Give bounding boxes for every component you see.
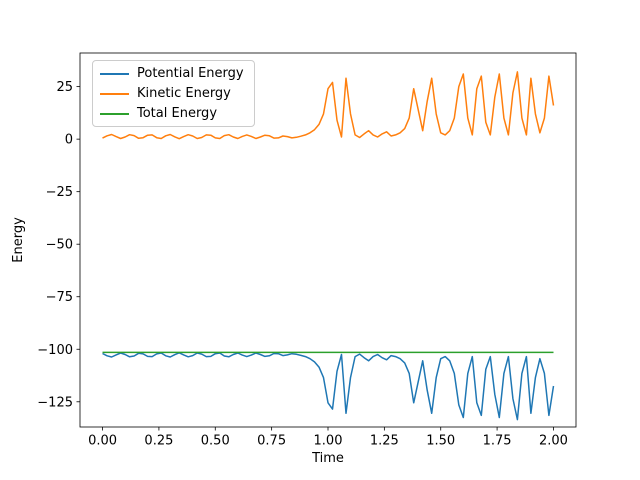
x-axis-label: Time bbox=[311, 451, 344, 466]
x-tick-label: 0.75 bbox=[257, 434, 286, 449]
series-line-kinetic-energy bbox=[102, 71, 555, 140]
x-tick-label: 2.00 bbox=[539, 434, 568, 449]
legend-label-total-energy: Total Energy bbox=[137, 106, 218, 121]
legend-line-sample-kinetic bbox=[100, 92, 129, 95]
x-tick-label: 1.25 bbox=[370, 434, 399, 449]
y-tick-label: −125 bbox=[37, 395, 73, 410]
legend-item-total-energy: Total Energy bbox=[100, 106, 244, 121]
legend: Potential Energy Kinetic Energy Total En… bbox=[92, 60, 255, 127]
y-tick-label: −25 bbox=[46, 185, 73, 200]
x-tick-label: 0.25 bbox=[144, 434, 173, 449]
y-tick-label: −75 bbox=[46, 290, 73, 305]
y-axis-label: Energy bbox=[11, 217, 26, 263]
x-tick-label: 1.75 bbox=[483, 434, 512, 449]
legend-line-sample-potential bbox=[100, 72, 129, 75]
y-tick-label: 25 bbox=[56, 80, 73, 95]
legend-label-potential-energy: Potential Energy bbox=[137, 66, 244, 81]
legend-line-sample-total bbox=[100, 112, 129, 115]
x-tick-label: 1.00 bbox=[314, 434, 343, 449]
legend-label-kinetic-energy: Kinetic Energy bbox=[137, 86, 231, 101]
x-tick-label: 0.50 bbox=[201, 434, 230, 449]
series-line-potential-energy bbox=[102, 352, 555, 421]
legend-item-potential-energy: Potential Energy bbox=[100, 66, 244, 81]
x-tick-label: 1.50 bbox=[426, 434, 455, 449]
y-tick-label: 0 bbox=[65, 133, 73, 148]
legend-item-kinetic-energy: Kinetic Energy bbox=[100, 86, 244, 101]
y-tick-label: −100 bbox=[37, 343, 73, 358]
y-tick-label: −50 bbox=[46, 238, 73, 253]
x-tick-label: 0.00 bbox=[88, 434, 117, 449]
